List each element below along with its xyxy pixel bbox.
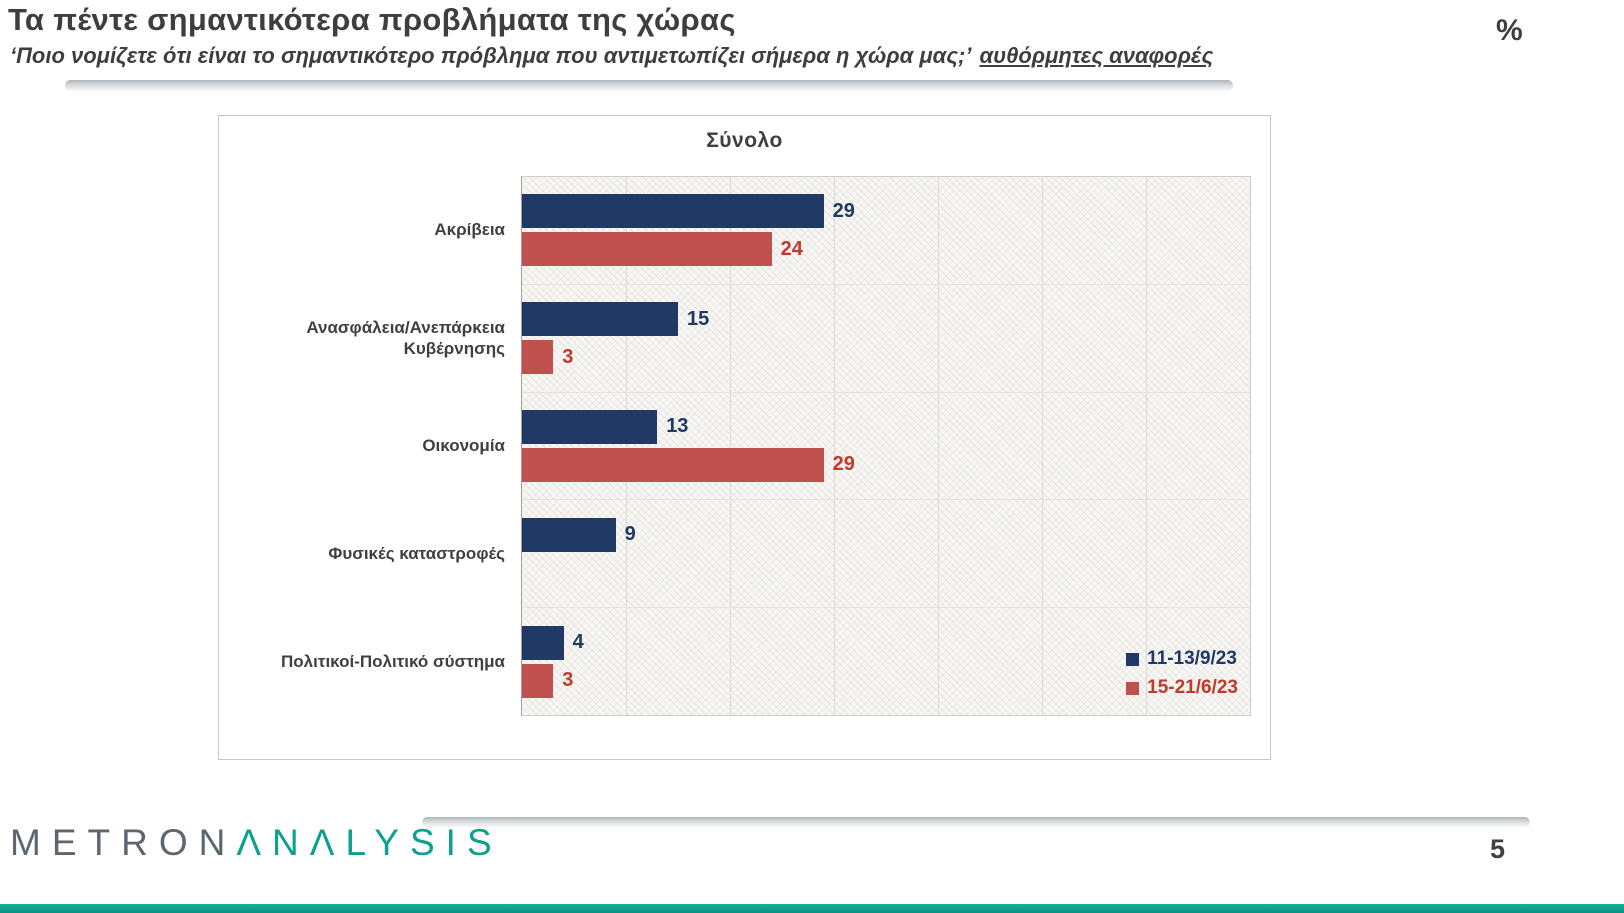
- bar-value: 24: [780, 237, 803, 260]
- bar: [522, 625, 564, 660]
- gridline: [1042, 177, 1043, 715]
- bar-value: 13: [666, 415, 689, 438]
- bar: [522, 663, 554, 698]
- metron-analysis-logo: METRONΛNΛLYSIS: [10, 822, 503, 864]
- bar-line: 9: [522, 517, 1250, 552]
- gridline: [730, 177, 731, 715]
- category-labels: Ακρίβεια Ανασφάλεια/Ανεπάρκεια Κυβέρνησης…: [219, 176, 515, 716]
- bar-line: [522, 556, 1250, 590]
- bar-line: 29: [522, 194, 1250, 229]
- bar-value: 15: [687, 307, 710, 330]
- bar-line: 13: [522, 409, 1250, 444]
- bar-line: 3: [522, 340, 1250, 375]
- category-label: Ανασφάλεια/Ανεπάρκεια Κυβέρνησης: [306, 317, 505, 358]
- category-label: Ακρίβεια: [434, 220, 505, 240]
- bar: [522, 447, 824, 482]
- bar-value: 29: [832, 453, 855, 476]
- page-title: Τα πέντε σημαντικότερα προβλήματα της χώ…: [8, 2, 736, 37]
- bar: [522, 302, 678, 337]
- bar: [522, 194, 824, 229]
- legend-label: 11-13/9/23: [1147, 648, 1237, 669]
- bar-line: 24: [522, 232, 1250, 267]
- legend-swatch: [1126, 681, 1140, 695]
- chart-row: 13 29: [522, 391, 1250, 500]
- legend-item: 15-21/6/23: [1126, 677, 1238, 699]
- gridline: [1146, 177, 1147, 715]
- legend-swatch: [1126, 652, 1140, 666]
- bar-value: 4: [572, 631, 584, 654]
- chart-row: 15 3: [522, 283, 1250, 392]
- bar: [522, 517, 616, 552]
- bar: [522, 232, 772, 267]
- gridlines: [522, 177, 1250, 715]
- footer-divider: [422, 817, 1530, 827]
- page-number: 5: [1490, 834, 1506, 864]
- title-divider: [65, 80, 1233, 91]
- logo-part-analysis: ΛNΛLYSIS: [236, 822, 503, 863]
- bar-value: 3: [562, 345, 574, 368]
- bar-rows: 29 24 15 3 13 29 9 4 3: [522, 177, 1250, 715]
- bar-line: 15: [522, 302, 1250, 337]
- chart-row: 29 24: [522, 177, 1250, 284]
- bar: [522, 340, 554, 375]
- footer-accent-bar: [0, 904, 1624, 913]
- chart-title: Σύνολο: [706, 129, 783, 152]
- subtitle-note: αυθόρμητες αναφορές: [979, 43, 1214, 68]
- page-subtitle: ‘Ποιο νομίζετε ότι είναι το σημαντικότερ…: [10, 43, 1213, 69]
- gridline: [938, 177, 939, 715]
- category-label: Φυσικές καταστροφές: [328, 544, 505, 564]
- percent-symbol: %: [1496, 14, 1523, 47]
- gridline: [834, 177, 835, 715]
- category-label: Πολιτικοί-Πολιτικό σύστημα: [281, 652, 505, 672]
- logo-part-metron: METRON: [10, 822, 237, 863]
- category-label: Οικονομία: [422, 436, 505, 456]
- legend-item: 11-13/9/23: [1126, 648, 1238, 670]
- bar: [522, 409, 658, 444]
- bar-value: 29: [832, 199, 855, 222]
- bar-line: 4: [522, 625, 1250, 660]
- bar-line: 29: [522, 447, 1250, 482]
- bar-value: 9: [624, 523, 636, 546]
- legend: 11-13/9/23 15-21/6/23: [1126, 648, 1238, 699]
- bar-line: 3: [522, 663, 1250, 698]
- gridline: [626, 177, 627, 715]
- chart-container: Σύνολο Ακρίβεια Ανασφάλεια/Ανεπάρκεια Κυβ…: [218, 115, 1271, 760]
- subtitle-quote: ‘Ποιο νομίζετε ότι είναι το σημαντικότερ…: [10, 43, 972, 68]
- chart-row: 9: [522, 499, 1250, 607]
- legend-label: 15-21/6/23: [1147, 677, 1238, 698]
- plot-area: 29 24 15 3 13 29 9 4 3 11-13/9/23 15-21/6/23: [521, 176, 1251, 716]
- bar-value: 3: [562, 669, 574, 692]
